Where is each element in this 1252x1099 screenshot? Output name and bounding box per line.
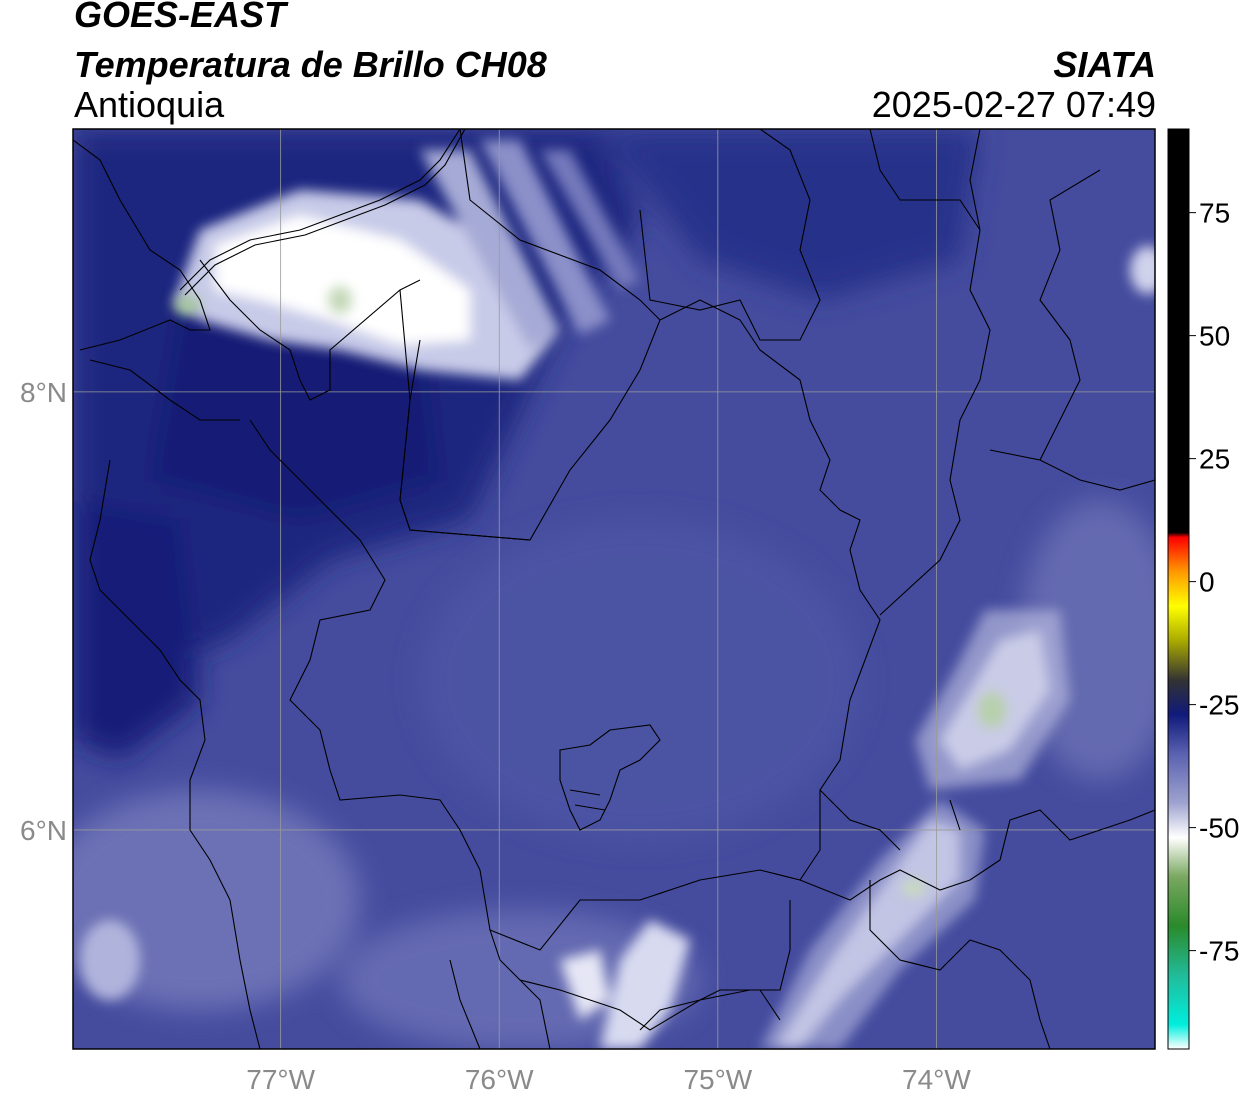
cold-core-east [978,692,1006,728]
boundaries [73,129,1155,1049]
caribbean-coast-double [184,129,466,296]
bolivar-boundary [459,129,821,341]
southern-boundary [639,989,781,1031]
cold-core-southeast [902,880,926,896]
cold-core-northwest-1 [173,295,201,315]
eastern-boundary [819,789,961,851]
lon-tick-label-2: 75°W [683,1064,752,1095]
colorbar: 75 50 25 0 -25 -50 -75 [1167,128,1239,1050]
lat-tick-label-1: 6°N [20,815,67,846]
colorbar-tick-label-1: 50 [1199,321,1230,352]
lon-tick-label-0: 77°W [246,1064,315,1095]
latitude-labels: 8°N 6°N [20,377,67,846]
lat-tick-label-0: 8°N [20,377,67,408]
uraba-gulf-coast [199,259,421,401]
light-patch-southwest [73,790,360,1010]
colorbar-tick-label-2: 25 [1199,444,1230,475]
north-east-boundary [869,129,981,231]
cloud-northwest-core [215,215,470,345]
boyaca-boundary [799,809,1155,901]
colorbar-frame [1167,128,1190,1050]
longitude-labels: 77°W 76°W 75°W 74°W [246,1064,971,1095]
santander-boundary [989,169,1155,491]
colorbar-tick-label-4: -25 [1199,690,1239,721]
cloud-southeast-halo [760,800,985,1049]
cold-core-northwest-2 [328,286,352,314]
cundinamarca-boundary [869,880,1051,1049]
organization-label: SIATA [1053,44,1156,85]
cloud-far-east-top [1130,246,1155,294]
dark-region-north [600,129,980,300]
magdalena-medio-boundary [879,129,991,616]
lon-tick-label-1: 76°W [465,1064,534,1095]
cordoba-boundary [399,289,531,541]
region-title: Antioquia [74,84,225,125]
medellin-area [559,724,661,831]
cloud-streak-2 [480,140,610,335]
colorbar-gradient [1168,129,1189,1049]
caribbean-coast [179,129,461,291]
pacific-coastline [73,139,261,1049]
colorbar-tick-label-6: -75 [1199,936,1239,967]
cloud-streak-3 [540,150,640,290]
colorbar-ticks: 75 50 25 0 -25 -50 -75 [1189,198,1239,967]
colorbar-tick-label-3: 0 [1199,567,1215,598]
map-frame [72,128,1156,1050]
title-block: GOES-EAST Temperatura de Brillo CH08 Ant… [74,0,1156,128]
light-patch-center [420,520,860,840]
choco-inner-boundary [449,959,551,1049]
lon-tick-label-3: 74°W [902,1064,971,1095]
satellite-title: GOES-EAST [74,0,287,35]
imagery-layer [73,129,1155,1049]
dark-region-west-coast [73,500,200,760]
cloud-south-small [600,920,690,1049]
caldas-boundary [489,900,791,1031]
cloud-streak-1 [420,150,560,350]
colorbar-tick-label-0: 75 [1199,198,1230,229]
colorbar-tick-label-5: -50 [1199,813,1239,844]
product-title: Temperatura de Brillo CH08 [74,44,547,85]
timestamp-label: 2025-02-27 07:49 [871,84,1156,125]
cloud-far-west [80,920,140,1000]
